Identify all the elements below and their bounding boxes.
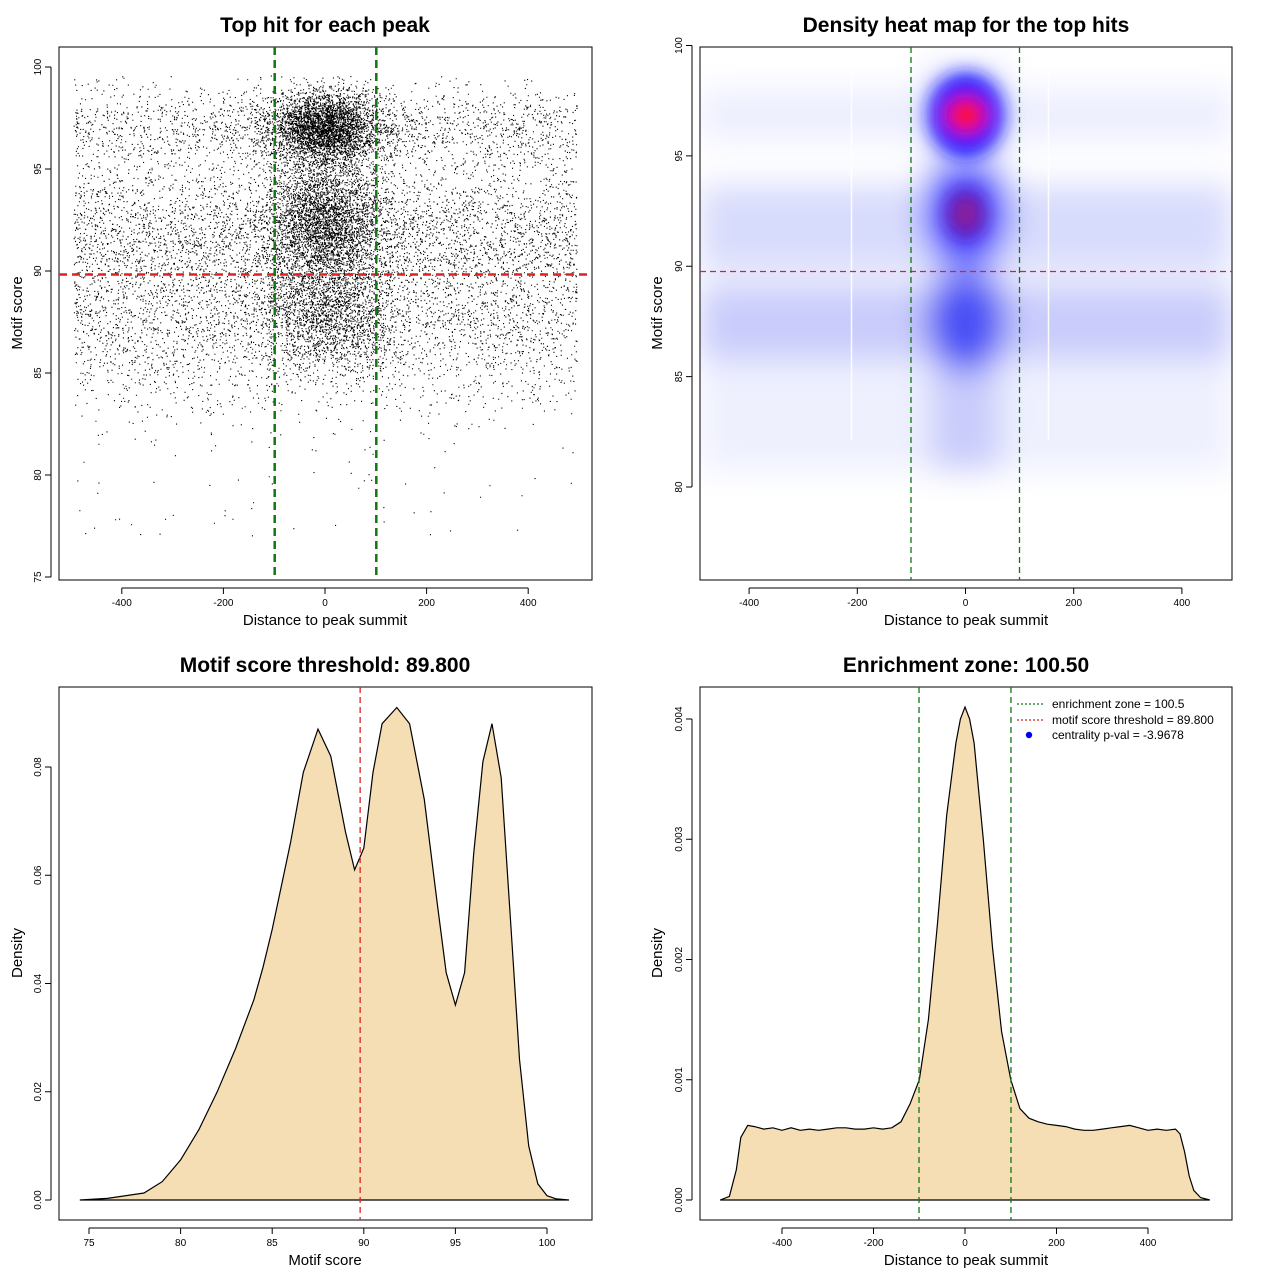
heatmap-hotspot-low xyxy=(926,272,1006,372)
distance-density-y-tick-label: 0.000 xyxy=(674,1187,685,1212)
distance-density-title: Enrichment zone: 100.50 xyxy=(843,654,1089,677)
score-density-x-tick-label: 90 xyxy=(358,1238,370,1249)
scatter-y-tick-label: 75 xyxy=(33,571,44,583)
scatter-y-tick-label: 85 xyxy=(33,367,44,379)
heatmap-y-tick-label: 95 xyxy=(674,150,685,162)
distance-density-x-tick-label: -200 xyxy=(863,1238,883,1249)
distance-density-x-tick-label: 400 xyxy=(1140,1238,1157,1249)
scatter-point-cloud xyxy=(73,75,578,537)
distance-density-xlabel: Distance to peak summit xyxy=(884,1252,1049,1269)
score-density-x-tick-label: 75 xyxy=(83,1238,95,1249)
heatmap-x-tick-label: 400 xyxy=(1174,598,1191,609)
score-density-title: Motif score threshold: 89.800 xyxy=(180,654,471,677)
score-density-xlabel: Motif score xyxy=(288,1252,361,1269)
score-density-x-tick-label: 95 xyxy=(450,1238,462,1249)
legend-label-threshold: motif score threshold = 89.800 xyxy=(1052,713,1214,727)
scatter-y-tick-label: 80 xyxy=(33,469,44,481)
score-density-x-tick-label: 100 xyxy=(539,1238,556,1249)
scatter-xlabel: Distance to peak summit xyxy=(243,612,408,629)
score-density-y-tick-label: 0.04 xyxy=(33,973,44,993)
scatter-x-tick-label: -200 xyxy=(213,598,233,609)
heatmap-x-tick-label: -400 xyxy=(739,598,759,609)
heatmap-y-tick-label: 100 xyxy=(674,37,685,54)
scatter-y-tick-label: 100 xyxy=(33,58,44,75)
heatmap-plot-frame xyxy=(699,46,1233,581)
score-density-axes: 75 80 85 90 95 100 0.00 0.02 0.04 0.06 0.08 xyxy=(33,757,556,1249)
heatmap-x-tick-label: -200 xyxy=(847,598,867,609)
distance-density-ylabel: Density xyxy=(649,927,666,978)
scatter-axes: -400 -200 0 200 400 75 80 85 90 95 100 xyxy=(33,58,537,609)
heatmap-xlabel: Distance to peak summit xyxy=(884,612,1049,629)
scatter-points xyxy=(73,75,578,537)
heatmap-y-tick-label: 80 xyxy=(674,481,685,493)
heatmap-title: Density heat map for the top hits xyxy=(803,14,1130,37)
legend-point-centrality xyxy=(1025,731,1033,739)
panel-scatter: Top hit for each peak -400 -200 0 200 400 75 8… xyxy=(9,14,593,629)
score-density-x-tick-label: 85 xyxy=(267,1238,279,1249)
legend-label-enrichment-zone: enrichment zone = 100.5 xyxy=(1052,697,1185,711)
distance-density-y-tick-label: 0.002 xyxy=(674,947,685,972)
scatter-x-tick-label: 400 xyxy=(520,598,537,609)
score-density-y-tick-label: 0.00 xyxy=(33,1190,44,1210)
scatter-title: Top hit for each peak xyxy=(220,14,430,37)
heatmap-density xyxy=(700,47,1232,470)
scatter-ylabel: Motif score xyxy=(9,276,26,349)
distance-density-y-tick-label: 0.003 xyxy=(674,826,685,851)
score-density-curve xyxy=(79,706,570,1201)
distance-density-curve xyxy=(719,705,1210,1201)
legend: enrichment zone = 100.5 motif score thre… xyxy=(1017,697,1214,742)
score-density-x-tick-label: 80 xyxy=(175,1238,187,1249)
heatmap-ylabel: Motif score xyxy=(649,276,666,349)
scatter-x-tick-label: -400 xyxy=(112,598,132,609)
legend-label-centrality: centrality p-val = -3.9678 xyxy=(1052,728,1184,742)
enrichment-zone-lines xyxy=(918,687,1012,1220)
panel-heatmap: Density heat map for the top hits xyxy=(649,14,1233,629)
scatter-x-tick-label: 200 xyxy=(418,598,435,609)
heatmap-hotspot-top-core xyxy=(946,97,986,133)
heatmap-x-tick-label: 0 xyxy=(963,598,969,609)
distance-density-x-tick-label: 200 xyxy=(1048,1238,1065,1249)
score-density-y-tick-label: 0.08 xyxy=(33,757,44,777)
distance-density-x-tick-label: 0 xyxy=(962,1238,968,1249)
panel-score-density: Motif score threshold: 89.800 75 80 85 90 95… xyxy=(9,654,593,1269)
heatmap-x-tick-label: 200 xyxy=(1065,598,1082,609)
score-density-y-tick-label: 0.06 xyxy=(33,865,44,885)
distance-density-y-tick-label: 0.004 xyxy=(674,706,685,731)
score-density-ylabel: Density xyxy=(9,927,26,978)
panel-distance-density: Enrichment zone: 100.50 -400 -200 0 200 400 0… xyxy=(649,654,1233,1269)
heatmap-axes: -400 -200 0 200 400 80 85 90 95 100 xyxy=(674,37,1191,609)
score-density-y-tick-label: 0.02 xyxy=(33,1082,44,1102)
heatmap-y-tick-label: 85 xyxy=(674,371,685,383)
distance-density-axes: -400 -200 0 200 400 0.000 0.001 0.002 0.003 0.004 xyxy=(674,706,1157,1249)
distance-density-y-tick-label: 0.001 xyxy=(674,1067,685,1092)
distance-density-x-tick-label: -400 xyxy=(772,1238,792,1249)
scatter-y-tick-label: 95 xyxy=(33,163,44,175)
heatmap-hotspot-mid-core xyxy=(948,192,984,236)
scatter-y-tick-label: 90 xyxy=(33,265,44,277)
heatmap-y-tick-label: 90 xyxy=(674,260,685,272)
scatter-x-tick-label: 0 xyxy=(322,598,328,609)
